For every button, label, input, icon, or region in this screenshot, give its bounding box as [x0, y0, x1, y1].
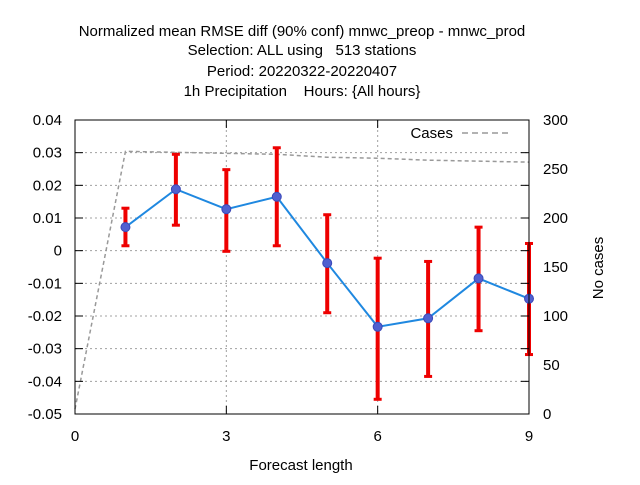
legend-label-cases: Cases — [410, 125, 453, 142]
title-line-4: 1h Precipitation Hours: {All hours} — [184, 83, 421, 100]
x-tick-label: 6 — [373, 428, 381, 445]
y2-tick-label: 0 — [543, 406, 551, 423]
y-tick-label: -0.03 — [28, 341, 62, 358]
diff-point — [473, 273, 484, 284]
y-tick-label: 0.01 — [33, 210, 62, 227]
y2-tick-label: 200 — [543, 210, 568, 227]
y2-tick-label: 250 — [543, 161, 568, 178]
y2-tick-label: 300 — [543, 112, 568, 129]
diff-point — [271, 191, 282, 202]
y-tick-label: 0.04 — [33, 112, 62, 129]
x-tick-label: 3 — [222, 428, 230, 445]
diff-point — [372, 321, 383, 332]
diff-point — [423, 313, 434, 324]
diff-point — [170, 184, 181, 195]
x-tick-label: 9 — [525, 428, 533, 445]
grid — [75, 120, 529, 414]
axes: 0.04 0.03 0.02 0.01 0 -0.01 -0.02 -0.03 -0.04 -0.… — [28, 112, 568, 445]
y-tick-label: -0.02 — [28, 308, 62, 325]
legend: Cases — [410, 125, 512, 142]
diff-point — [322, 258, 333, 269]
y-tick-label: 0.02 — [33, 177, 62, 194]
plot-frame — [74, 119, 530, 415]
y-tick-label: -0.05 — [28, 406, 62, 423]
title-line-1: Normalized mean RMSE diff (90% conf) mnw… — [79, 23, 526, 40]
y-tick-label: 0.03 — [33, 145, 62, 162]
plot-series — [74, 146, 534, 410]
chart-title: Normalized mean RMSE diff (90% conf) mnw… — [79, 23, 526, 100]
cases-line — [74, 150, 530, 410]
y2-axis-label: No cases — [590, 237, 607, 300]
diff-point — [221, 204, 232, 215]
diff-point — [120, 222, 131, 233]
y2-tick-label: 150 — [543, 259, 568, 276]
x-axis-label: Forecast length — [249, 457, 352, 474]
y2-tick-label: 100 — [543, 308, 568, 325]
x-tick-label: 0 — [71, 428, 79, 445]
y-tick-label: -0.01 — [28, 275, 62, 292]
y2-tick-label: 50 — [543, 357, 560, 374]
title-line-3: Period: 20220322-20220407 — [207, 63, 397, 80]
y-tick-label: 0 — [54, 243, 62, 260]
title-line-2: Selection: ALL using 513 stations — [188, 42, 417, 59]
y-tick-label: -0.04 — [28, 373, 62, 390]
